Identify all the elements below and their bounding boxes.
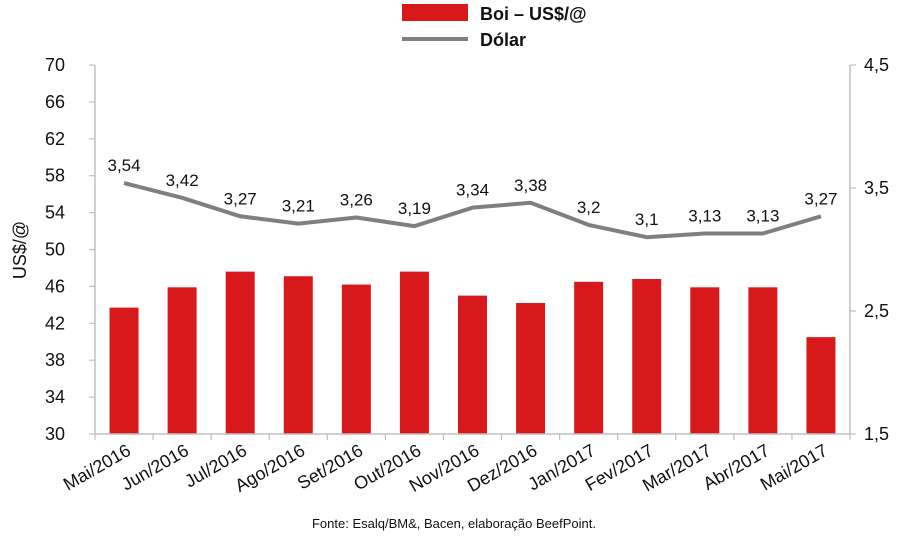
- y2-tick-label: 2,5: [864, 301, 889, 321]
- bar: [574, 281, 604, 434]
- y2-tick-label: 1,5: [864, 424, 889, 444]
- y-axis-title: US$/@: [10, 221, 30, 279]
- y2-tick-label: 3,5: [864, 178, 889, 198]
- data-label: 3,21: [282, 197, 315, 216]
- legend-swatch-boi: [402, 4, 468, 21]
- bar: [458, 295, 487, 434]
- y-tick-label: 62: [45, 129, 65, 149]
- data-label: 3,27: [804, 189, 837, 208]
- data-label: 3,34: [456, 181, 489, 200]
- x-tick-label: Mai/2017: [757, 440, 831, 494]
- legend: Boi – US$/@ Dólar: [402, 4, 587, 50]
- data-label: 3,54: [107, 156, 140, 175]
- y-tick-label: 38: [45, 350, 65, 370]
- data-label: 3,26: [340, 191, 373, 210]
- data-label: 3,13: [688, 207, 721, 226]
- dolar-line: [123, 181, 822, 240]
- bar: [341, 284, 371, 434]
- y-tick-label: 70: [45, 55, 65, 75]
- data-label: 3,2: [577, 198, 601, 217]
- data-label: 3,27: [224, 189, 257, 208]
- data-label: 3,19: [398, 199, 431, 218]
- y-tick-label: 54: [45, 203, 65, 223]
- x-tick-label: Jun/2016: [118, 440, 192, 494]
- y-tick-label: 42: [45, 313, 65, 333]
- bar: [283, 276, 313, 434]
- bar: [516, 303, 546, 434]
- source-note: Fonte: Esalq/BM&, Bacen, elaboração Beef…: [312, 516, 596, 531]
- bar: [399, 271, 429, 434]
- bar: [690, 287, 720, 434]
- bar: [632, 279, 662, 434]
- bar: [806, 337, 836, 434]
- bar: [748, 287, 778, 434]
- bar: [225, 271, 255, 434]
- data-label: 3,13: [746, 207, 779, 226]
- y2-tick-label: 4,5: [864, 55, 889, 75]
- data-label: 3,42: [166, 171, 199, 190]
- y-tick-label: 50: [45, 240, 65, 260]
- bar: [167, 287, 197, 434]
- legend-label-boi: Boi – US$/@: [480, 4, 587, 24]
- bar: [109, 307, 139, 434]
- y-tick-label: 58: [45, 166, 65, 186]
- y-tick-label: 30: [45, 424, 65, 444]
- y-tick-label: 46: [45, 276, 65, 296]
- data-label: 3,1: [635, 210, 659, 229]
- legend-label-dolar: Dólar: [480, 30, 526, 50]
- data-label: 3,38: [514, 176, 547, 195]
- y-tick-label: 34: [45, 387, 65, 407]
- y-tick-label: 66: [45, 92, 65, 112]
